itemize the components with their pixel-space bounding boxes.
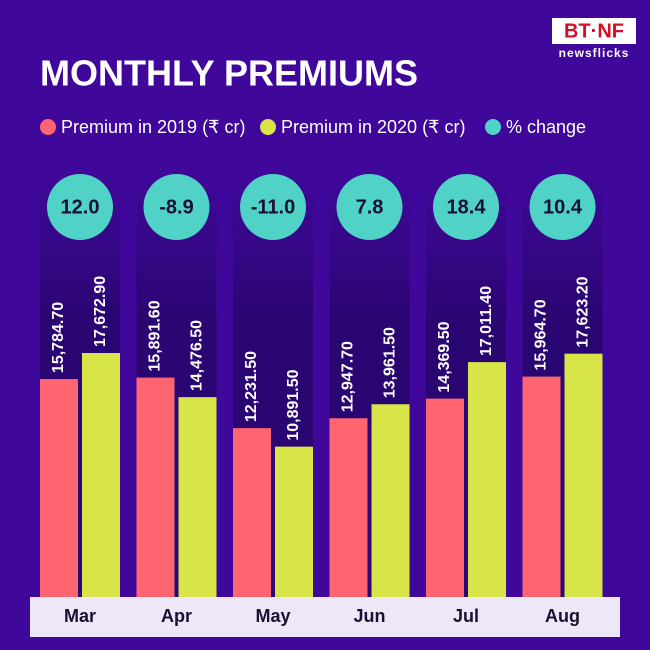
bar <box>40 379 78 597</box>
baseline-band <box>30 597 620 637</box>
x-tick-label: May <box>255 606 290 626</box>
bar <box>426 398 464 597</box>
bar <box>564 353 603 597</box>
change-bubble <box>529 174 596 240</box>
value-label: 15,964.70 <box>533 299 550 370</box>
legend-swatch <box>40 119 56 135</box>
x-tick-label: Mar <box>64 606 96 626</box>
value-label: 15,784.70 <box>50 302 67 373</box>
x-tick-label: Apr <box>161 606 192 626</box>
change-bubble <box>143 174 210 240</box>
bar <box>82 353 120 597</box>
chart-title: MONTHLY PREMIUMS <box>40 53 418 94</box>
value-label: 14,476.50 <box>189 320 206 391</box>
x-tick-label: Jul <box>453 606 479 626</box>
value-label: 13,961.50 <box>382 327 399 398</box>
change-bubble <box>240 174 306 240</box>
value-label: 10,891.50 <box>285 369 302 440</box>
value-label: 17,623.20 <box>575 276 592 347</box>
x-tick-label: Jun <box>353 606 385 626</box>
logo-sub: newsflicks <box>559 46 630 60</box>
bar <box>178 397 217 597</box>
legend-swatch <box>260 119 276 135</box>
value-label: 15,891.60 <box>147 300 164 371</box>
bar <box>136 377 175 597</box>
bar <box>233 428 271 597</box>
value-label: 12,231.50 <box>243 351 260 422</box>
value-label: 14,369.50 <box>436 321 453 392</box>
change-label: 12.0 <box>61 196 100 218</box>
logo-brand: BT·NF <box>564 20 624 42</box>
change-label: -8.9 <box>159 196 193 218</box>
change-bubble <box>433 174 499 240</box>
bar <box>468 362 506 597</box>
logo-box <box>552 18 636 44</box>
legend-label: Premium in 2019 (₹ cr) <box>61 117 246 137</box>
change-label: 18.4 <box>447 196 487 218</box>
x-tick-label: Aug <box>545 606 580 626</box>
change-bubble <box>47 174 113 240</box>
bar <box>371 404 410 597</box>
bar <box>522 376 561 597</box>
value-label: 12,947.70 <box>340 341 357 412</box>
bar <box>329 418 368 597</box>
legend-swatch <box>485 119 501 135</box>
bar <box>275 446 313 597</box>
legend-label: Premium in 2020 (₹ cr) <box>281 117 466 137</box>
change-label: -11.0 <box>251 196 295 218</box>
value-label: 17,011.40 <box>478 286 495 356</box>
legend-label: % change <box>506 117 586 137</box>
change-label: 7.8 <box>356 196 384 218</box>
change-label: 10.4 <box>543 196 583 218</box>
value-label: 17,672.90 <box>92 276 109 347</box>
change-bubble <box>336 174 403 240</box>
